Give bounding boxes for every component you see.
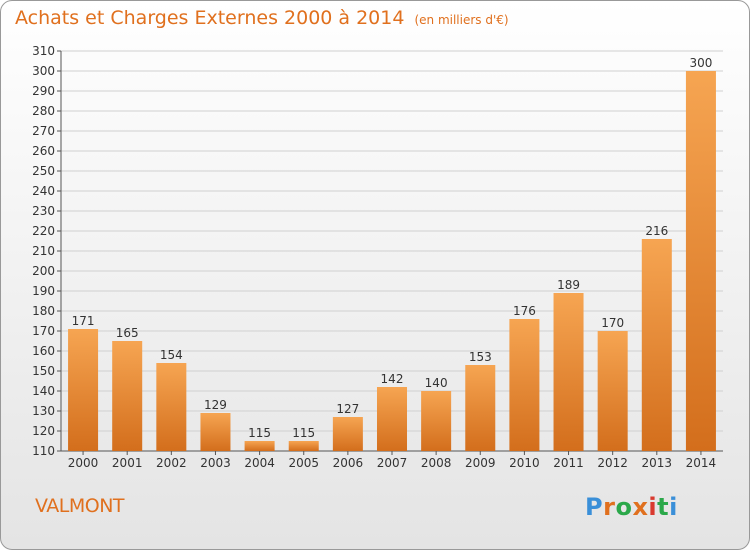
data-label: 176 xyxy=(513,304,536,318)
data-label: 115 xyxy=(248,426,271,440)
proxiti-logo: Proxiti xyxy=(585,493,678,521)
bar xyxy=(68,329,99,451)
logo-letter: i xyxy=(648,493,658,521)
bars xyxy=(68,71,716,451)
logo-letter: o xyxy=(615,493,633,521)
bar xyxy=(332,417,363,451)
x-tick-label: 2006 xyxy=(333,456,364,470)
data-label: 153 xyxy=(469,350,492,364)
y-tick-label: 280 xyxy=(32,104,55,118)
y-tick-label: 230 xyxy=(32,204,55,218)
y-tick-label: 110 xyxy=(32,444,55,458)
y-tick-label: 300 xyxy=(32,64,55,78)
logo-letter: t xyxy=(657,493,670,521)
x-tick-label: 2011 xyxy=(553,456,584,470)
x-tick-label: 2009 xyxy=(465,456,496,470)
y-tick-label: 120 xyxy=(32,424,55,438)
bar xyxy=(244,441,275,451)
logo-letter: x xyxy=(632,493,649,521)
data-label: 127 xyxy=(336,402,359,416)
bar xyxy=(376,387,408,451)
bar xyxy=(112,341,143,451)
data-label: 170 xyxy=(601,316,624,330)
y-tick-label: 290 xyxy=(32,84,55,98)
y-tick-label: 150 xyxy=(32,364,55,378)
x-tick-label: 2002 xyxy=(156,456,187,470)
logo-letter: r xyxy=(603,493,616,521)
x-tick-label: 2001 xyxy=(112,456,143,470)
town-name: VALMONT xyxy=(35,495,125,517)
y-tick-label: 220 xyxy=(32,224,55,238)
y-tick-label: 180 xyxy=(32,304,55,318)
y-tick-label: 130 xyxy=(32,404,55,418)
y-tick-label: 200 xyxy=(32,264,55,278)
logo-letter: i xyxy=(669,493,678,521)
data-label: 189 xyxy=(557,278,580,292)
bar xyxy=(553,293,584,451)
bar xyxy=(597,331,628,451)
bar xyxy=(156,363,187,451)
x-tick-label: 2005 xyxy=(288,456,319,470)
data-label: 300 xyxy=(689,56,712,70)
labels: 110 120 130 140 150 160 170 180 190 200 210 220 230 2… xyxy=(32,44,716,470)
title-text: Achats et Charges Externes 2000 à 2014 xyxy=(15,7,405,29)
x-tick-label: 2013 xyxy=(642,456,673,470)
data-label: 154 xyxy=(160,348,183,362)
logo-letter: P xyxy=(585,493,604,521)
x-tick-label: 2007 xyxy=(377,456,408,470)
data-label: 216 xyxy=(645,224,668,238)
x-tick-label: 2008 xyxy=(421,456,452,470)
y-tick-label: 310 xyxy=(32,44,55,58)
x-tick-label: 2003 xyxy=(200,456,231,470)
data-label: 142 xyxy=(381,372,404,386)
bar xyxy=(685,71,716,451)
y-tick-label: 160 xyxy=(32,344,55,358)
bar xyxy=(288,441,319,451)
y-tick-label: 240 xyxy=(32,184,55,198)
y-tick-label: 140 xyxy=(32,384,55,398)
bar xyxy=(641,239,672,451)
y-tick-label: 270 xyxy=(32,124,55,138)
data-label: 129 xyxy=(204,398,227,412)
chart-subtitle: (en milliers d'€) xyxy=(414,13,509,27)
x-tick-label: 2014 xyxy=(686,456,717,470)
y-tick-label: 250 xyxy=(32,164,55,178)
chart-title: Achats et Charges Externes 2000 à 2014 (e… xyxy=(15,7,509,29)
bar xyxy=(509,319,540,451)
bar xyxy=(465,365,496,451)
bar xyxy=(421,391,452,451)
bar xyxy=(200,413,231,451)
y-tick-label: 260 xyxy=(32,144,55,158)
y-tick-label: 190 xyxy=(32,284,55,298)
x-tick-label: 2004 xyxy=(244,456,275,470)
x-tick-label: 2010 xyxy=(509,456,540,470)
data-label: 165 xyxy=(116,326,139,340)
data-label: 171 xyxy=(72,314,95,328)
y-tick-label: 210 xyxy=(32,244,55,258)
x-tick-label: 2000 xyxy=(68,456,99,470)
x-tick-label: 2012 xyxy=(597,456,628,470)
data-label: 115 xyxy=(292,426,315,440)
y-tick-label: 170 xyxy=(32,324,55,338)
data-label: 140 xyxy=(425,376,448,390)
